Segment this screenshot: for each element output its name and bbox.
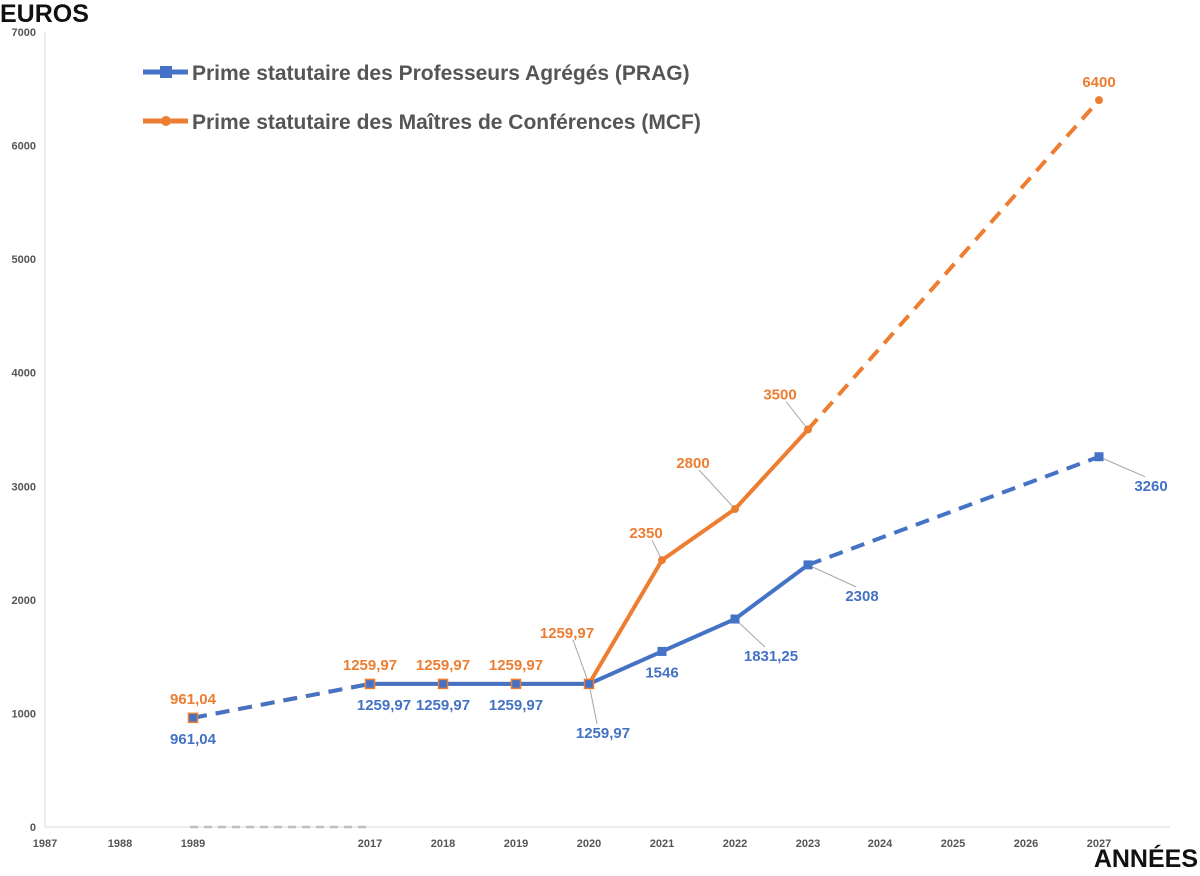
data-label-prag: 2308 (845, 588, 878, 605)
legend-marker-mcf (161, 116, 171, 126)
data-label-prag: 1259,97 (357, 697, 411, 714)
axes (44, 32, 1170, 829)
legend-label-prag: Prime statutaire des Professeurs Agrégés… (192, 62, 690, 85)
data-label-mcf: 3500 (763, 387, 796, 404)
x-tick-label: 2027 (1087, 838, 1111, 850)
series-segment-prag (588, 649, 663, 686)
x-tick-label: 2023 (796, 838, 820, 850)
y-tick-label: 3000 (12, 481, 36, 493)
y-tick-label: 2000 (12, 595, 36, 607)
data-label-prag: 1831,25 (744, 648, 798, 665)
label-leader-line (734, 618, 766, 648)
data-label-prag: 961,04 (170, 731, 217, 748)
x-tick-label: 2026 (1014, 838, 1038, 850)
legend-marker-prag (160, 66, 172, 78)
y-tick-labels: 0 1000 2000 3000 4000 5000 6000 7000 (12, 27, 36, 834)
series-segment-mcf (660, 507, 737, 562)
x-tick-label: 2018 (431, 838, 455, 850)
data-point-shared (437, 678, 449, 690)
data-point-shared (364, 678, 376, 690)
leader-lines (572, 401, 1146, 725)
label-leader-line (588, 683, 598, 725)
series-lines (192, 98, 1101, 720)
x-tick-labels: 1987 1988 1989 2017 2018 2019 2020 2021 2022 2023… (33, 838, 1111, 850)
data-label-mcf: 1259,97 (343, 657, 397, 674)
data-point-mcf (804, 425, 812, 434)
label-leader-line (572, 639, 590, 685)
x-tick-label: 2020 (577, 838, 601, 850)
y-tick-label: 7000 (12, 27, 36, 39)
y-tick-label: 1000 (12, 708, 36, 720)
data-point-prag (803, 560, 813, 570)
label-leader-line (1098, 456, 1146, 478)
y-tick-label: 4000 (12, 368, 36, 380)
y-axis-title: EUROS (0, 0, 89, 28)
data-label-prag: 1259,97 (576, 725, 630, 742)
legend-label-mcf: Prime statutaire des Maîtres de Conféren… (192, 111, 701, 134)
series-segment-prag (807, 454, 1100, 567)
series-segment-mcf (733, 428, 810, 511)
x-tick-label: 2025 (941, 838, 965, 850)
data-label-mcf: 6400 (1082, 74, 1115, 91)
data-label-mcf: 1259,97 (540, 625, 594, 642)
series-segment-mcf (806, 98, 1101, 431)
x-tick-label: 1988 (108, 838, 132, 850)
data-label-prag: 1259,97 (416, 697, 470, 714)
label-leader-line (698, 469, 736, 510)
data-labels: 961,04 1259,97 1259,97 1259,97 1259,97 1546 18… (170, 74, 1168, 748)
data-label-mcf: 1259,97 (489, 657, 543, 674)
label-leader-line (785, 401, 809, 430)
x-tick-label: 2019 (504, 838, 528, 850)
x-tick-label: 2022 (723, 838, 747, 850)
y-tick-label: 5000 (12, 254, 36, 266)
series-segment-prag (733, 563, 810, 621)
y-tick-label: 6000 (12, 141, 36, 153)
data-label-mcf: 961,04 (170, 691, 217, 708)
x-tick-label: 2017 (358, 838, 382, 850)
data-point-mcf (731, 505, 739, 513)
data-label-prag: 3260 (1134, 478, 1167, 495)
data-point-prag (657, 646, 667, 656)
data-label-prag: 1259,97 (489, 697, 543, 714)
data-label-mcf: 2350 (629, 525, 662, 542)
y-tick-label: 0 (30, 822, 36, 834)
label-leader-line (807, 564, 857, 588)
data-point-prag (730, 614, 740, 624)
x-tick-label: 1989 (181, 838, 205, 850)
series-markers (187, 96, 1104, 724)
series-segment-prag (192, 681, 371, 720)
x-tick-label: 2021 (650, 838, 674, 850)
series-segment-prag (661, 617, 736, 654)
series-segment-mcf (587, 559, 664, 685)
data-label-prag: 1546 (645, 664, 678, 681)
legend: Prime statutaire des Professeurs Agrégés… (143, 62, 701, 134)
data-label-mcf: 2800 (676, 455, 709, 472)
data-point-mcf (658, 556, 666, 565)
data-point-prag (1094, 452, 1104, 462)
data-point-mcf (1095, 96, 1103, 105)
x-tick-label: 2024 (868, 838, 893, 850)
data-label-mcf: 1259,97 (416, 657, 470, 674)
x-axis-title: ANNÉES (1093, 845, 1198, 873)
x-tick-label: 1987 (33, 838, 57, 850)
data-point-shared (583, 678, 595, 690)
data-point-shared (510, 678, 522, 690)
data-point-shared (187, 712, 199, 724)
